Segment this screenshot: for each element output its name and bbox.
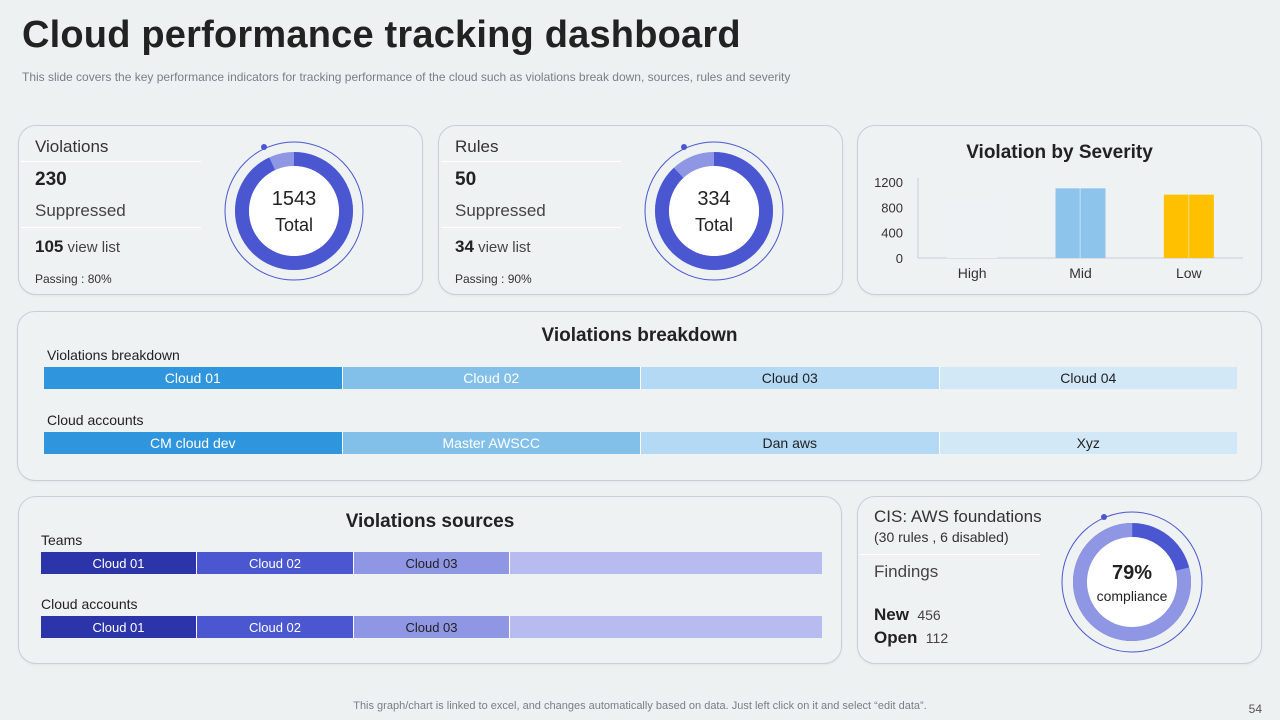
sources-row1-label: Teams	[41, 532, 83, 548]
breakdown-card: Violations breakdown Violations breakdow…	[17, 311, 1262, 481]
severity-y-tick: 1200	[874, 175, 903, 190]
violations-passing: Passing : 80%	[35, 272, 112, 286]
severity-bar-divider	[1187, 194, 1190, 258]
sources-row1-seg-2[interactable]: Cloud 02	[197, 552, 354, 574]
sources-title: Violations sources	[345, 511, 515, 532]
sources-row2-seg-2[interactable]: Cloud 02	[197, 616, 354, 638]
footer-note: This graph/chart is linked to excel, and…	[353, 700, 927, 712]
rules-suppressed-label: Suppressed	[455, 201, 546, 220]
violations-donut-center	[249, 166, 339, 256]
breakdown-row1-seg-2[interactable]: Cloud 02	[342, 367, 641, 389]
cis-donut-caption: compliance	[1097, 588, 1168, 604]
violations-donut-arc	[235, 152, 353, 270]
page-subtitle: This slide covers the key performance in…	[22, 70, 791, 84]
cis-compliance-donut: 79% compliance	[1061, 511, 1203, 653]
severity-bar-high[interactable]	[947, 201, 998, 258]
rules-donut-center	[669, 166, 759, 256]
rules-view-list-link[interactable]: 34 view list	[455, 237, 531, 257]
severity-y-tick: 800	[881, 200, 903, 215]
severity-bar-divider	[1079, 188, 1081, 258]
rules-card: Rules 50 Suppressed 34 view list Passing…	[438, 125, 843, 295]
severity-bar-chart: 1200 800 400 0 High Mid Low	[874, 175, 1243, 281]
violations-label: Violations	[35, 137, 109, 156]
breakdown-row1-seg-1[interactable]: Cloud 01	[44, 367, 343, 389]
sources-row1-seg-4[interactable]	[510, 552, 822, 574]
violations-donut-caption: Total	[275, 215, 313, 235]
cis-subtitle: (30 rules , 6 disabled)	[874, 529, 1009, 545]
rules-view-text: view list	[473, 239, 531, 256]
cis-open-label: Open	[874, 628, 918, 647]
cis-donut-value: 79%	[1112, 562, 1152, 584]
rules-count: 50	[455, 169, 477, 190]
severity-x-tick: Mid	[1069, 265, 1092, 281]
breakdown-row1-bar: Cloud 01 Cloud 02 Cloud 03 Cloud 04	[44, 367, 1237, 389]
severity-x-tick: Low	[1176, 265, 1203, 281]
cis-new-row: New 456	[874, 605, 941, 625]
violations-view-count: 105	[35, 237, 64, 256]
violations-count: 230	[35, 169, 67, 190]
page-title: Cloud performance tracking dashboard	[22, 14, 741, 56]
cis-new-label: New	[874, 605, 909, 624]
violations-donut: 1543 Total	[224, 141, 364, 281]
sources-row2-seg-3[interactable]: Cloud 03	[354, 616, 510, 638]
sources-row2-label: Cloud accounts	[41, 596, 138, 612]
rules-donut-arc	[655, 152, 773, 270]
breakdown-row1-label: Violations breakdown	[47, 347, 180, 363]
sources-row1-seg-1[interactable]: Cloud 01	[41, 552, 197, 574]
sources-row1-bar: Cloud 01 Cloud 02 Cloud 03	[41, 552, 822, 574]
violations-suppressed-label: Suppressed	[35, 201, 126, 220]
breakdown-title: Violations breakdown	[541, 325, 738, 346]
severity-x-tick: High	[958, 265, 987, 281]
sources-row2-seg-1[interactable]: Cloud 01	[41, 616, 197, 638]
breakdown-row2-bar: CM cloud dev Master AWSCC Dan aws Xyz	[44, 432, 1237, 454]
cis-title: CIS: AWS foundations	[874, 507, 1042, 526]
breakdown-row1-seg-4[interactable]: Cloud 04	[939, 367, 1237, 389]
severity-bar-mid[interactable]	[1055, 188, 1106, 258]
violations-view-text: view list	[63, 239, 121, 256]
breakdown-row2-seg-4[interactable]: Xyz	[939, 432, 1237, 454]
severity-chart-card: Violation by Severity 1200 800 400 0 High Mid…	[857, 125, 1262, 295]
rules-donut-outer-ring	[644, 141, 784, 281]
violations-card: Violations 230 Suppressed 105 view list …	[18, 125, 423, 295]
cis-findings-label: Findings	[874, 562, 939, 581]
cis-donut-center	[1087, 537, 1177, 627]
breakdown-row1-seg-3[interactable]: Cloud 03	[641, 367, 940, 389]
cis-donut-marker	[1101, 514, 1107, 520]
cis-open-value: 112	[925, 630, 949, 646]
rules-passing: Passing : 90%	[455, 272, 532, 286]
sources-row2-seg-4[interactable]	[510, 616, 822, 638]
sources-row1-seg-3[interactable]: Cloud 03	[354, 552, 510, 574]
sources-card: Violations sources Teams Cloud 01 Cloud …	[18, 496, 842, 664]
violations-donut-outer-ring	[224, 141, 364, 281]
cis-new-value: 456	[917, 607, 941, 623]
breakdown-row2-seg-1[interactable]: CM cloud dev	[44, 432, 343, 454]
breakdown-row2-label: Cloud accounts	[47, 412, 144, 428]
violations-donut-value: 1543	[272, 188, 317, 210]
severity-chart-title: Violation by Severity	[966, 142, 1153, 163]
rules-donut-marker	[681, 144, 687, 150]
severity-y-tick: 400	[881, 226, 903, 241]
severity-bar-low[interactable]	[1163, 194, 1214, 258]
violations-donut-marker	[261, 144, 267, 150]
sources-row2-bar: Cloud 01 Cloud 02 Cloud 03	[41, 616, 822, 638]
rules-label: Rules	[455, 137, 499, 156]
page-number: 54	[1248, 702, 1262, 716]
violations-view-list-link[interactable]: 105 view list	[35, 237, 120, 257]
rules-donut-caption: Total	[695, 215, 733, 235]
severity-y-tick: 0	[896, 251, 903, 266]
breakdown-row2-seg-2[interactable]: Master AWSCC	[342, 432, 641, 454]
breakdown-row2-seg-3[interactable]: Dan aws	[641, 432, 940, 454]
rules-donut: 334 Total	[644, 141, 784, 281]
cis-card: CIS: AWS foundations (30 rules , 6 disab…	[857, 496, 1262, 664]
rules-donut-value: 334	[697, 188, 730, 210]
rules-view-count: 34	[455, 237, 474, 256]
cis-open-row: Open 112	[874, 628, 948, 648]
cis-donut-outer-ring	[1061, 511, 1203, 653]
